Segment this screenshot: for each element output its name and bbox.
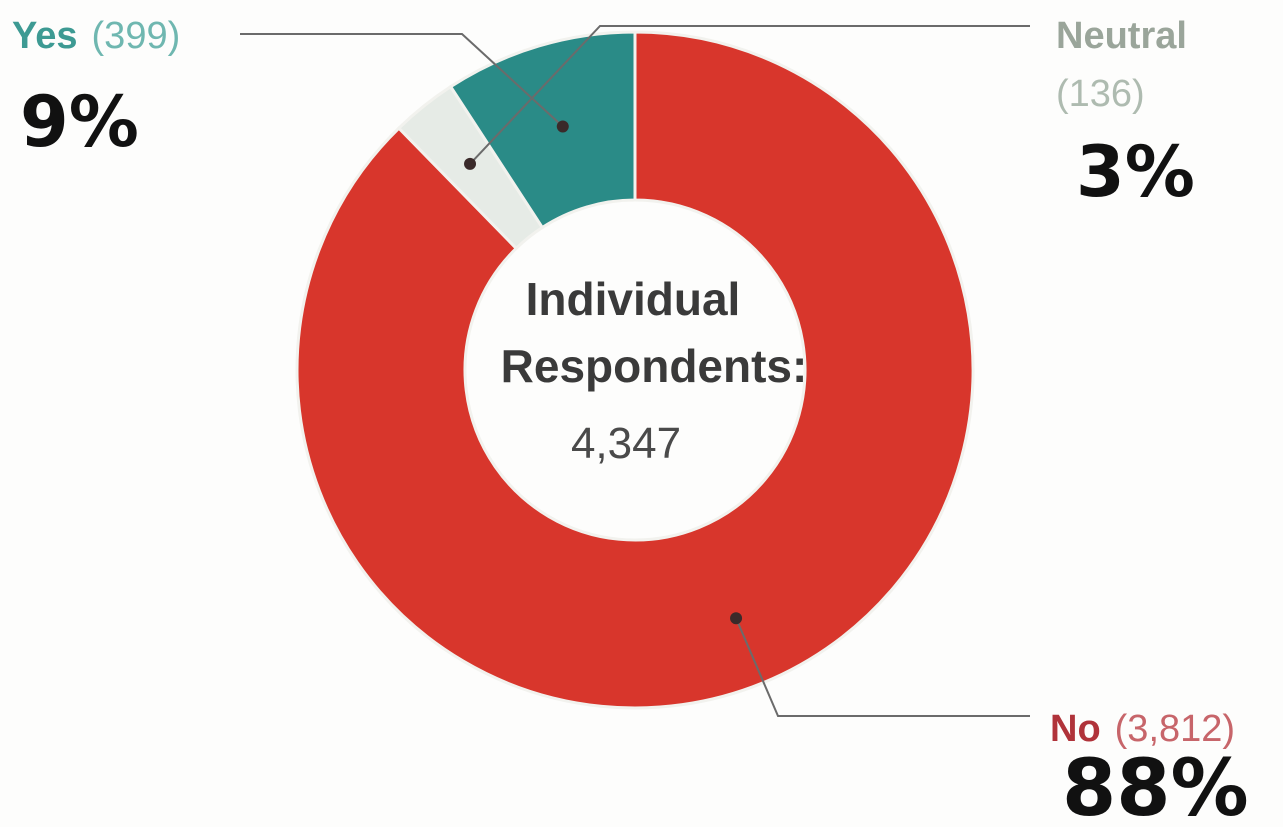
leader-dot-no bbox=[730, 612, 743, 625]
slice-name-no: No bbox=[1050, 708, 1101, 750]
leader-dot-neutral bbox=[464, 157, 477, 170]
slice-count-no: (3,812) bbox=[1115, 708, 1235, 750]
center-label-line-1: Individual bbox=[526, 273, 741, 325]
leader-dot-yes bbox=[556, 120, 569, 133]
leader-line-yes bbox=[240, 33, 564, 128]
center-label-line-2: Respondents: bbox=[501, 340, 808, 392]
slice-count-neutral: (136) bbox=[1056, 73, 1145, 115]
slice-label-no: No (3,812) bbox=[1050, 708, 1235, 750]
leader-line-no bbox=[735, 617, 1030, 717]
center-total-value: 4,347 bbox=[571, 419, 681, 468]
slice-name-neutral: Neutral bbox=[1056, 15, 1187, 57]
slice-no bbox=[295, 30, 975, 710]
handwritten-percent-no: 88% bbox=[1062, 744, 1249, 827]
handwritten-percent-yes: 9% bbox=[20, 81, 139, 163]
slice-yes bbox=[448, 30, 637, 230]
slice-label-yes: Yes (399) bbox=[12, 15, 180, 57]
handwritten-percent-neutral: 3% bbox=[1076, 131, 1195, 213]
leader-line-neutral bbox=[469, 25, 1030, 165]
slice-count-yes: (399) bbox=[92, 15, 181, 57]
slice-name-yes: Yes bbox=[12, 15, 78, 57]
